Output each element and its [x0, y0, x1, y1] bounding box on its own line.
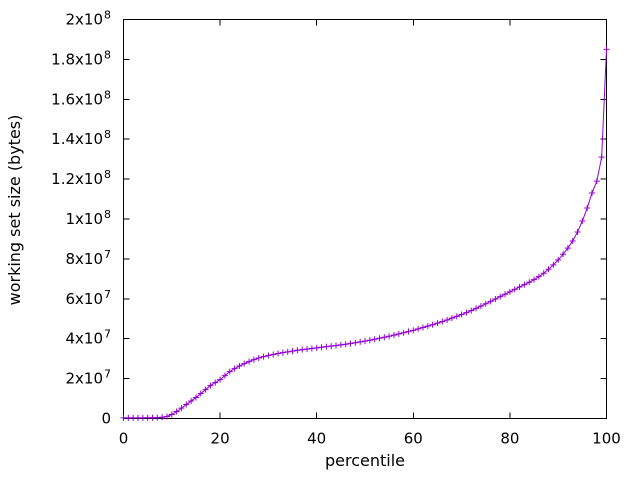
x-axis-ticks: 0 20 40 60 80 100	[119, 19, 621, 448]
y-axis-label: working set size (bytes)	[5, 115, 24, 306]
x-tick-label: 0	[119, 430, 129, 448]
y-tick-label: 1.2x108	[51, 168, 111, 188]
x-tick-label: 20	[211, 430, 230, 448]
y-axis-ticks: 0 2x107 4x107 6x107 8x107 1x108 1.2x108 1.4x108…	[51, 9, 607, 428]
x-tick-label: 100	[592, 430, 621, 448]
y-tick-label: 6x107	[65, 288, 111, 308]
y-tick-label: 1.4x108	[51, 128, 111, 148]
x-tick-label: 40	[307, 430, 326, 448]
y-tick-label: 4x107	[65, 328, 111, 348]
data-series	[120, 46, 610, 421]
y-tick-label: 1.6x108	[51, 88, 111, 108]
y-tick-label: 0	[101, 410, 111, 428]
plot-area-border	[123, 19, 607, 419]
x-tick-label: 80	[500, 430, 519, 448]
y-tick-label: 8x107	[65, 248, 111, 268]
series-line	[123, 49, 607, 419]
y-tick-label: 1.8x108	[51, 48, 111, 68]
plot-border	[123, 19, 607, 419]
x-axis-label: percentile	[325, 451, 405, 470]
y-tick-label: 1x108	[65, 208, 111, 228]
y-tick-label: 2x107	[65, 368, 111, 388]
series-plus-markers	[120, 46, 610, 421]
x-tick-label: 60	[404, 430, 423, 448]
y-tick-label: 2x108	[65, 9, 111, 29]
